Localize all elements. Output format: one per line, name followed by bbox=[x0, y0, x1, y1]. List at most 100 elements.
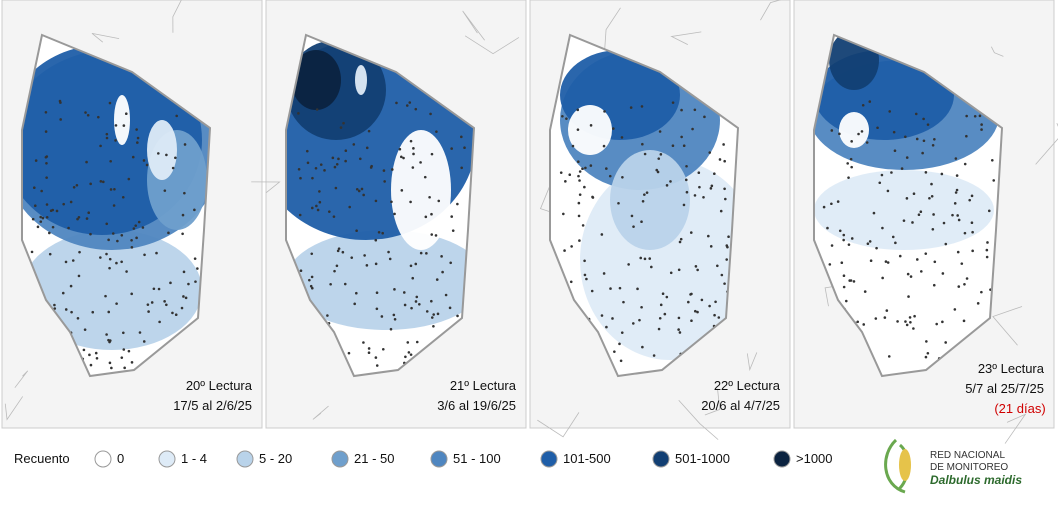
trap-point bbox=[970, 194, 974, 198]
border-line bbox=[4, 396, 24, 421]
logo-species: Dalbulus maidis bbox=[930, 473, 1022, 487]
trap-point bbox=[822, 205, 826, 209]
trap-point bbox=[963, 162, 967, 166]
trap-point bbox=[83, 328, 87, 331]
trap-point bbox=[976, 302, 980, 305]
trap-point bbox=[875, 246, 878, 250]
trap-point bbox=[337, 247, 341, 250]
trap-point bbox=[70, 310, 73, 314]
trap-point bbox=[414, 300, 418, 303]
trap-point bbox=[836, 200, 840, 203]
trap-point bbox=[387, 250, 390, 254]
trap-point bbox=[658, 130, 662, 133]
trap-point bbox=[655, 168, 659, 172]
trap-point bbox=[331, 156, 335, 160]
trap-point bbox=[67, 226, 70, 230]
trap-point bbox=[944, 341, 947, 344]
trap-point bbox=[122, 124, 126, 127]
trap-point bbox=[425, 310, 429, 313]
trap-point bbox=[885, 309, 889, 312]
trap-point bbox=[953, 202, 957, 205]
trap-point bbox=[328, 210, 331, 213]
trap-point bbox=[627, 263, 630, 266]
trap-point bbox=[334, 186, 338, 190]
legend-label: 1 - 4 bbox=[181, 451, 207, 466]
trap-point bbox=[893, 149, 897, 153]
trap-point bbox=[830, 244, 834, 247]
trap-point bbox=[120, 356, 124, 359]
trap-point bbox=[329, 282, 332, 286]
trap-point bbox=[333, 165, 337, 169]
trap-point bbox=[957, 285, 961, 288]
trap-point bbox=[696, 268, 699, 272]
trap-point bbox=[406, 341, 410, 344]
trap-point bbox=[183, 143, 187, 146]
region-outline bbox=[549, 33, 740, 378]
trap-point bbox=[919, 210, 923, 213]
trap-point bbox=[577, 214, 581, 218]
density-area bbox=[291, 50, 341, 110]
trap-point bbox=[605, 325, 608, 329]
trap-point bbox=[847, 176, 850, 179]
panels: 20º Lectura 17/5 al 2/6/25 21º Lectura 3/6 … bbox=[1, 0, 1058, 444]
trap-point bbox=[612, 127, 615, 130]
trap-point bbox=[97, 115, 100, 119]
trap-point bbox=[315, 204, 318, 208]
trap-point bbox=[677, 328, 680, 331]
trap-point bbox=[375, 307, 379, 311]
trap-point bbox=[887, 355, 891, 358]
trap-point bbox=[318, 190, 321, 193]
trap-point bbox=[564, 180, 567, 183]
trap-point bbox=[429, 112, 432, 116]
trap-point bbox=[147, 310, 150, 313]
trap-point bbox=[432, 325, 435, 328]
trap-point bbox=[680, 135, 683, 139]
trap-point bbox=[985, 255, 989, 259]
trap-point bbox=[693, 194, 697, 197]
trap-point bbox=[828, 263, 832, 266]
trap-point bbox=[146, 303, 150, 306]
trap-point bbox=[722, 143, 725, 146]
trap-point bbox=[76, 217, 79, 221]
trap-point bbox=[849, 157, 853, 161]
trap-point bbox=[105, 136, 109, 140]
trap-point bbox=[905, 197, 909, 200]
trap-point bbox=[682, 144, 686, 147]
trap-point bbox=[632, 225, 635, 228]
trap-point bbox=[137, 220, 141, 224]
trap-point bbox=[694, 309, 697, 313]
trap-point bbox=[44, 110, 48, 114]
trap-point bbox=[703, 115, 706, 119]
trap-point bbox=[315, 108, 319, 111]
trap-point bbox=[348, 205, 351, 209]
trap-point bbox=[716, 264, 719, 268]
trap-point bbox=[108, 101, 112, 105]
border-line bbox=[992, 306, 1023, 346]
trap-point bbox=[311, 176, 314, 180]
trap-point bbox=[842, 233, 846, 237]
trap-point bbox=[105, 222, 109, 226]
trap-point bbox=[316, 208, 320, 212]
trap-point bbox=[432, 313, 435, 316]
trap-point bbox=[902, 219, 906, 222]
trap-point bbox=[603, 110, 606, 113]
trap-point bbox=[310, 286, 314, 290]
trap-point bbox=[585, 277, 588, 281]
trap-point bbox=[933, 137, 936, 141]
trap-point bbox=[912, 192, 916, 195]
trap-point bbox=[970, 221, 974, 225]
trap-point bbox=[39, 220, 43, 223]
legend-swatch bbox=[158, 450, 176, 468]
trap-point bbox=[826, 226, 829, 230]
region-outline bbox=[21, 33, 212, 378]
trap-point bbox=[409, 264, 413, 268]
trap-point bbox=[583, 185, 586, 189]
trap-point bbox=[411, 166, 415, 169]
trap-point bbox=[714, 300, 717, 304]
trap-point bbox=[884, 260, 888, 263]
trap-point bbox=[589, 124, 593, 127]
trap-point bbox=[971, 230, 974, 234]
trap-point bbox=[183, 191, 186, 195]
trap-point bbox=[890, 171, 893, 174]
density-area bbox=[568, 105, 612, 155]
